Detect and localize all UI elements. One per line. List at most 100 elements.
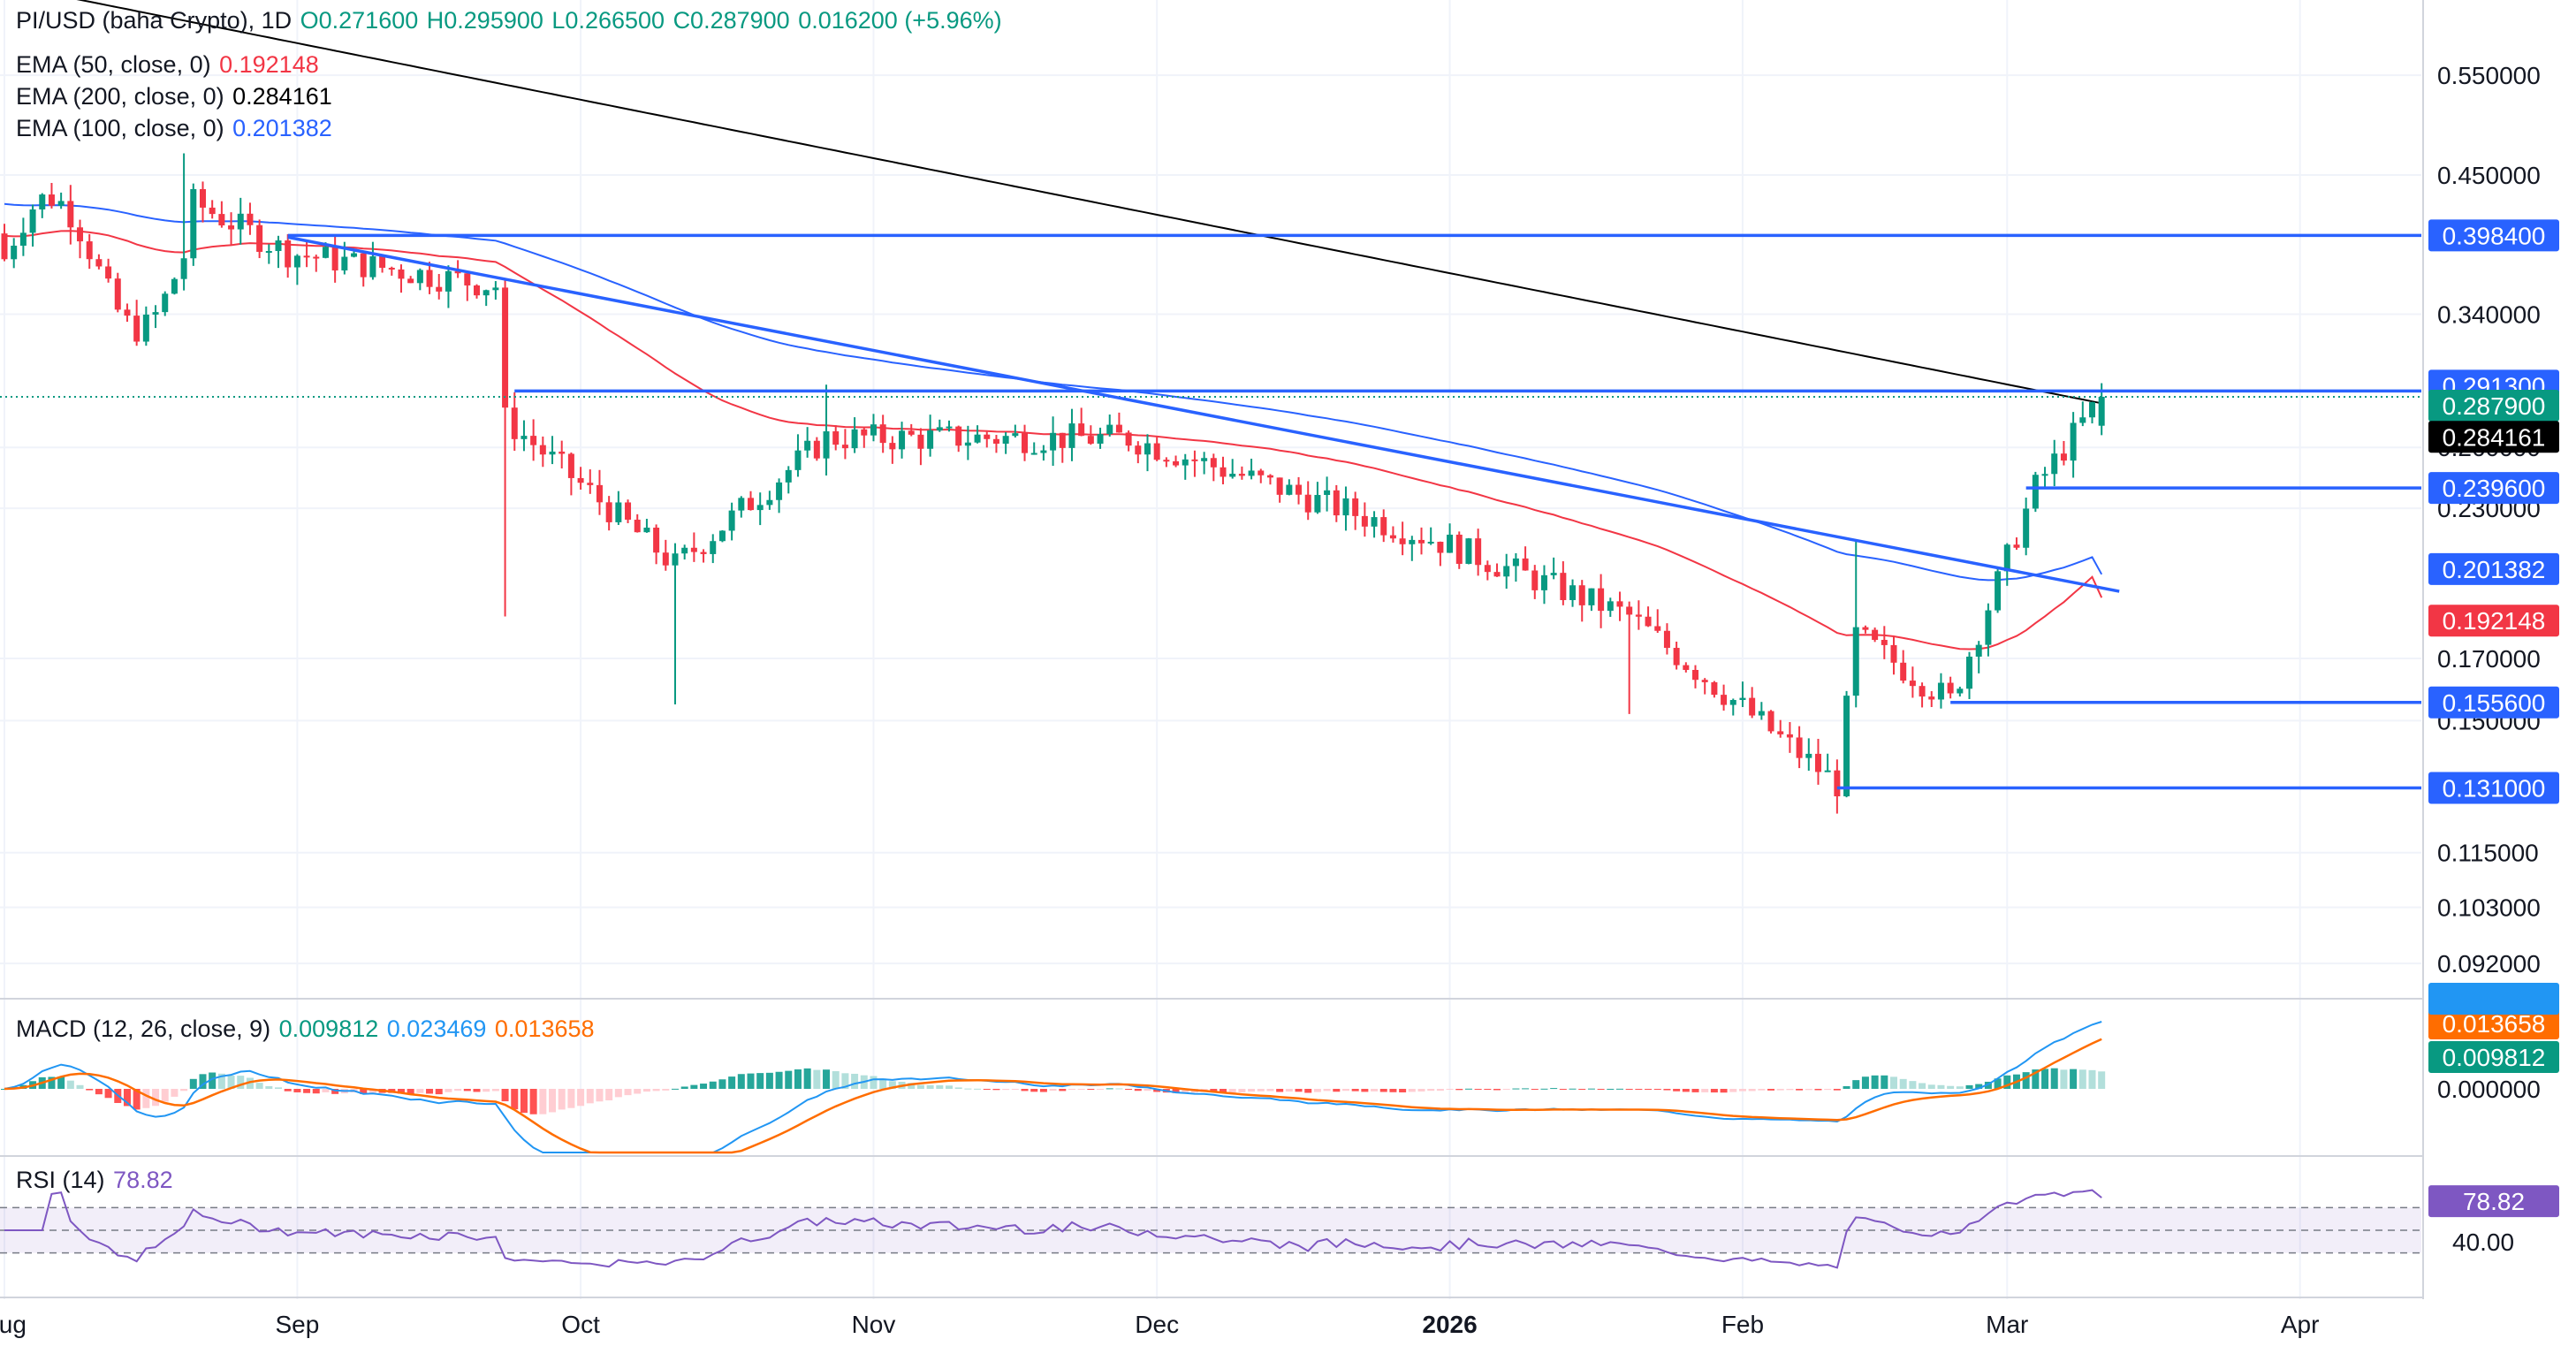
candle-body — [351, 253, 358, 257]
macd-histogram-bar — [785, 1070, 793, 1089]
time-axis[interactable]: Aug Sep Oct Nov Dec 2026 Feb Mar Apr — [0, 1311, 2319, 1338]
macd-histogram-bar — [1738, 1089, 1746, 1092]
candle-body — [567, 453, 574, 478]
macd-histogram-bar — [1890, 1076, 1897, 1089]
level-lines[interactable] — [0, 233, 2421, 790]
macd-histogram-bar — [95, 1089, 103, 1095]
candle-body — [738, 498, 745, 511]
candle-body — [1484, 565, 1491, 573]
candle-body — [1437, 541, 1444, 553]
candle-body — [1995, 571, 2002, 611]
candle-body — [39, 194, 46, 209]
macd-histogram-bar — [1266, 1089, 1274, 1092]
candle-body — [643, 528, 650, 533]
candle-body — [936, 427, 943, 431]
macd-histogram-bar — [491, 1089, 499, 1092]
macd-histogram-bar — [756, 1073, 764, 1089]
candle-body — [794, 450, 802, 470]
macd-histogram-bar — [312, 1089, 320, 1094]
price-tick-label: 0.450000 — [2437, 162, 2541, 189]
candle-body — [1304, 494, 1311, 513]
candle-body — [1324, 490, 1331, 496]
macd-histogram-bar — [1805, 1089, 1812, 1091]
macd-histogram-bar — [1182, 1089, 1189, 1093]
macd-histogram-bar — [1049, 1089, 1057, 1092]
candle-body — [1985, 610, 1992, 645]
macd-histogram-bar — [255, 1083, 263, 1089]
time-tick-label: Oct — [561, 1311, 600, 1338]
candle-body — [331, 247, 338, 270]
candle-body — [1030, 453, 1037, 455]
macd-histogram-bar — [1881, 1075, 1888, 1089]
macd-histogram-bar — [888, 1081, 896, 1089]
trendline-group[interactable] — [287, 235, 2120, 593]
macd-histogram-bar — [303, 1089, 311, 1093]
macd-histogram-bar — [284, 1089, 292, 1092]
axis-label-level-text: 0.131000 — [2443, 774, 2546, 802]
candle-body — [133, 316, 141, 342]
macd-histogram-bar — [199, 1074, 207, 1089]
macd-histogram-bar — [1899, 1078, 1907, 1089]
candle-body — [1909, 681, 1916, 687]
macd-histogram-bar — [813, 1069, 821, 1089]
macd-histogram-bar — [1871, 1075, 1879, 1089]
macd-histogram-bar — [246, 1077, 254, 1089]
candle-body — [1286, 484, 1293, 495]
macd-histogram-bar — [473, 1089, 481, 1092]
price-tick-label: 0.092000 — [2437, 950, 2541, 977]
candle-body — [559, 451, 566, 454]
time-tick-label: Nov — [852, 1311, 896, 1338]
macd-histogram-bar — [142, 1089, 150, 1108]
macd-histogram-bar — [1002, 1089, 1010, 1091]
candle-body — [369, 256, 376, 278]
ema100-legend[interactable]: EMA (100, close, 0) 0.201382 — [16, 113, 334, 143]
macd-histogram-bar — [709, 1081, 717, 1089]
candle-body — [1455, 534, 1463, 564]
macd-histogram-bar — [2070, 1069, 2078, 1089]
macd-histogram-bar — [737, 1074, 745, 1089]
candle-body — [1475, 538, 1482, 566]
rsi-legend[interactable]: RSI (14) 78.82 — [16, 1165, 175, 1195]
macd-histogram-bar — [652, 1089, 660, 1092]
candle-body — [1616, 601, 1623, 607]
macd-histogram-bar — [1947, 1085, 1955, 1089]
candle-body — [2032, 475, 2039, 509]
candle-body — [681, 547, 688, 554]
candle-body — [1692, 669, 1699, 681]
axis-label-ema200-text: 0.284161 — [2443, 423, 2546, 451]
macd-histogram-bar — [1493, 1089, 1501, 1091]
macd-histogram-bar — [1937, 1084, 1945, 1089]
candle-body — [1531, 570, 1539, 590]
ema200-legend[interactable]: EMA (200, close, 0) 0.284161 — [16, 81, 334, 111]
macd-histogram-bar — [1464, 1088, 1472, 1090]
candle-body — [1928, 696, 1935, 700]
candle-body — [1144, 443, 1151, 455]
candle-body — [946, 426, 953, 429]
panel-separators — [0, 0, 2576, 1299]
candle-body — [190, 189, 197, 259]
candle-body — [19, 232, 27, 246]
candle-body — [1361, 515, 1368, 527]
macd-hist-value: 0.009812 — [278, 1016, 379, 1042]
candle-body — [2023, 508, 2030, 548]
macd-histogram-bar — [331, 1089, 339, 1094]
price-axis[interactable]: 0.5500000.4500000.3400000.2600000.230000… — [2424, 0, 2576, 1299]
candle-body — [1598, 588, 1605, 612]
macd-histogram-bar — [76, 1084, 84, 1089]
candle-body — [899, 430, 906, 450]
macd-histogram-bar — [2098, 1071, 2106, 1089]
macd-legend[interactable]: MACD (12, 26, close, 9) 0.009812 0.02346… — [16, 1014, 597, 1044]
candle-body — [823, 431, 830, 459]
macd-histogram-bar — [1059, 1089, 1067, 1092]
candle-body — [152, 312, 159, 315]
candle-body — [1975, 644, 1982, 657]
axis-label-ema200-badge — [2428, 421, 2559, 453]
macd-histogram-bar — [1455, 1089, 1463, 1091]
macd-histogram-bar — [171, 1089, 179, 1097]
candle-body — [1881, 639, 1888, 645]
rsi-band — [0, 1206, 2421, 1254]
candle-body — [247, 213, 254, 225]
ema50-legend[interactable]: EMA (50, close, 0) 0.192148 — [16, 49, 321, 80]
macd-histogram-bar — [558, 1089, 566, 1110]
